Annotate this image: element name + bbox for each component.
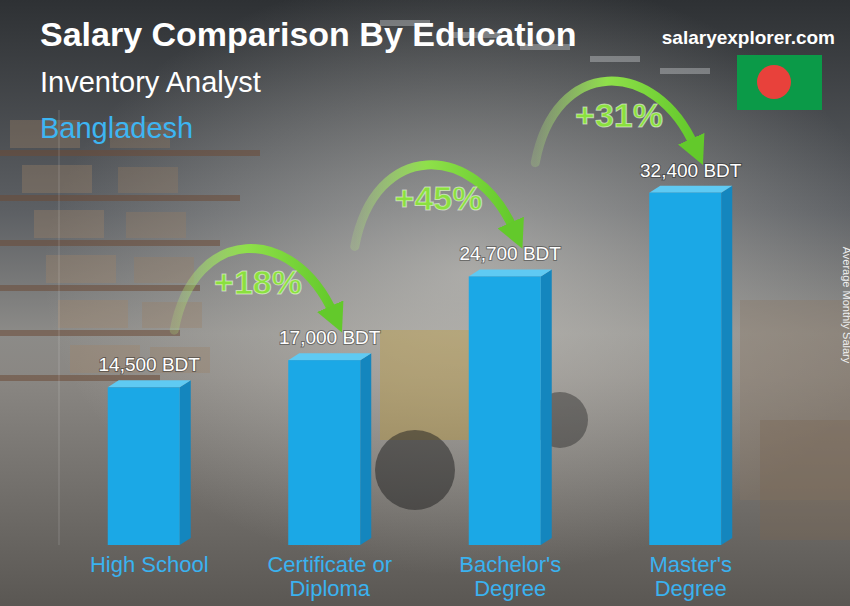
data-label: 17,000 BDT	[279, 327, 381, 348]
category-label-line: High School	[90, 552, 209, 577]
category-label: Certificate orDiploma	[267, 552, 392, 601]
shelf	[0, 285, 200, 291]
growth-arrow	[355, 165, 515, 247]
annotation: +45%	[395, 179, 483, 217]
title: Salary Comparison By Education	[40, 15, 577, 53]
bar-top	[288, 353, 371, 360]
box	[58, 300, 128, 328]
bar-side	[721, 186, 732, 545]
background	[0, 0, 850, 606]
category-label: Master'sDegree	[650, 552, 732, 601]
box	[46, 255, 116, 283]
bar	[108, 387, 180, 545]
box	[34, 210, 104, 238]
box	[134, 257, 194, 283]
category-label: High School	[90, 552, 209, 577]
bar-side	[360, 353, 371, 545]
background-glow	[0, 0, 850, 606]
source: salaryexplorer.com	[662, 27, 835, 48]
annotation: +31%	[575, 96, 663, 134]
data-label: 24,700 BDT	[460, 243, 562, 264]
flag	[737, 55, 822, 110]
flag-circle	[757, 65, 791, 99]
bar-side	[180, 380, 191, 545]
bar-top	[469, 269, 552, 276]
category-label-line: Certificate or	[267, 552, 392, 577]
bar-top	[649, 186, 732, 193]
category-label-line: Bachelor's	[459, 552, 561, 577]
subtitle: Inventory Analyst	[40, 66, 261, 98]
ceiling-light	[660, 68, 710, 74]
annotation: +18%	[214, 263, 302, 301]
chart: Salary Comparison By Education Inventory …	[0, 0, 850, 606]
shelf	[0, 240, 220, 246]
bars	[108, 186, 733, 545]
box	[126, 212, 186, 238]
category-label-line: Diploma	[289, 576, 370, 601]
category-label: Bachelor'sDegree	[459, 552, 561, 601]
shelf	[0, 195, 240, 201]
country: Bangladesh	[40, 112, 193, 144]
bar-top	[108, 380, 191, 387]
bar	[649, 193, 721, 545]
category-label-line: Degree	[474, 576, 546, 601]
ceiling-light	[590, 56, 640, 62]
bar-side	[541, 269, 552, 545]
y-axis-label: Average Monthly Salary	[841, 247, 850, 364]
shelf	[0, 375, 160, 381]
category-label-line: Master's	[650, 552, 732, 577]
box	[22, 165, 92, 193]
category-label-line: Degree	[655, 576, 727, 601]
bar	[469, 276, 541, 545]
box	[760, 420, 850, 540]
bar	[288, 360, 360, 545]
shelf	[0, 150, 260, 156]
data-label: 14,500 BDT	[99, 354, 201, 375]
data-label: 32,400 BDT	[640, 160, 742, 181]
y-axis-line	[59, 110, 60, 545]
forklift-wheel	[375, 430, 455, 510]
growth-arrow	[535, 81, 695, 163]
growth-arrow	[174, 249, 334, 331]
shelf	[0, 330, 180, 336]
box	[118, 167, 178, 193]
